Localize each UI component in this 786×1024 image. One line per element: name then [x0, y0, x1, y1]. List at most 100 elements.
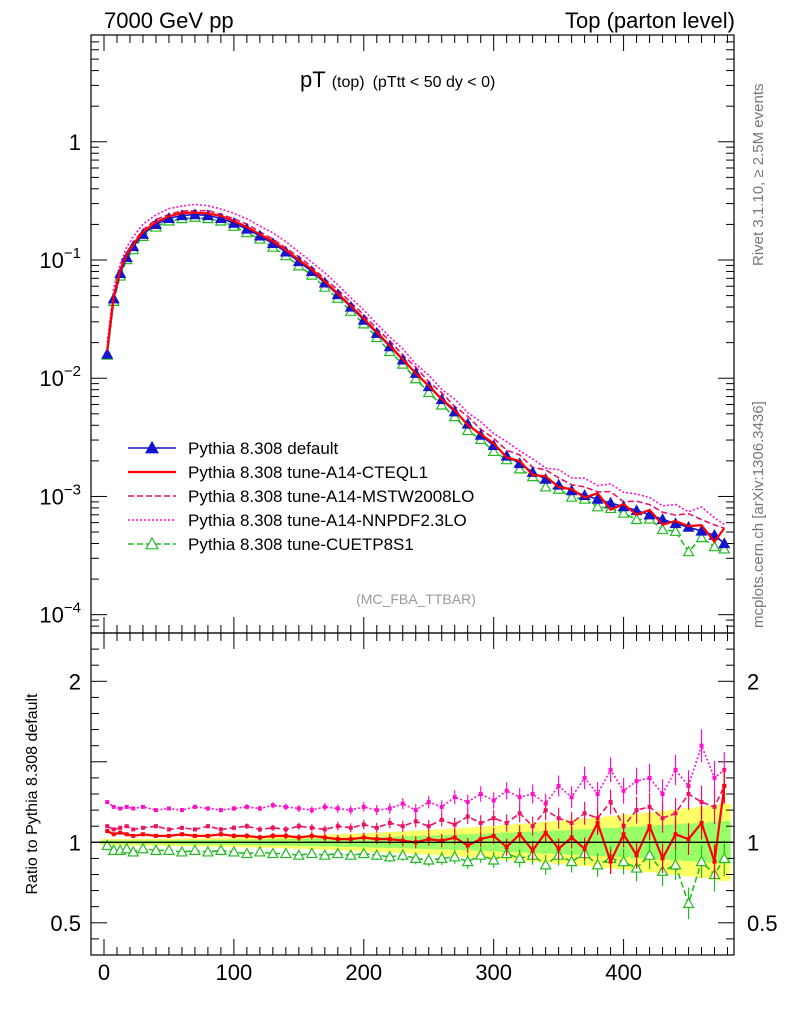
ratio-point — [699, 743, 704, 748]
ratio-point — [634, 808, 639, 813]
data-point — [695, 531, 708, 543]
ratio-point — [244, 833, 249, 838]
ratio-point — [530, 792, 535, 796]
ratio-point — [699, 800, 704, 805]
ratio-point — [205, 824, 210, 829]
ratio-point — [517, 832, 522, 837]
ratio-point — [461, 855, 474, 867]
ratio-point — [647, 804, 652, 809]
ratio-point — [422, 853, 435, 865]
ratio-point — [647, 824, 652, 829]
ratio-point — [283, 827, 288, 832]
ratio-point — [218, 827, 223, 832]
data-point — [718, 542, 731, 554]
ratio-point — [140, 832, 145, 837]
ratio-point — [136, 842, 149, 854]
x-tick-label: 0 — [98, 960, 110, 985]
ratio-point — [439, 804, 444, 809]
ratio-point — [695, 855, 708, 867]
ratio-point — [660, 792, 665, 796]
ratio-point — [465, 800, 470, 805]
ratio-point — [513, 852, 526, 864]
ratio-point — [452, 822, 457, 827]
ratio-point — [634, 779, 639, 784]
ratio-point — [105, 824, 110, 829]
ratio-point — [686, 792, 691, 796]
ratio-point — [556, 846, 561, 851]
ratio-point — [647, 775, 652, 780]
ratio-point — [131, 806, 136, 811]
ratio-point — [335, 837, 340, 842]
ratio-point — [474, 848, 487, 860]
ratio-point — [582, 846, 587, 851]
ratio-point — [608, 859, 613, 864]
ratio-point — [335, 806, 340, 811]
ratio-point — [465, 843, 470, 848]
data-point — [422, 386, 435, 398]
ratio-point — [361, 804, 366, 809]
ratio-point — [504, 820, 509, 825]
data-point — [539, 480, 552, 492]
ratio-point — [231, 833, 236, 838]
ratio-point — [348, 808, 353, 813]
ratio-point — [370, 848, 383, 860]
data-point — [188, 208, 201, 220]
ratio-point — [409, 852, 422, 864]
ratio-point — [539, 858, 552, 870]
ratio-point — [305, 847, 318, 859]
x-tick-label: 200 — [345, 960, 382, 985]
ratio-point — [153, 808, 158, 813]
ratio-point — [205, 833, 210, 838]
ratio-point — [569, 835, 574, 840]
ratio-point — [127, 845, 140, 857]
ratio-point — [478, 837, 483, 842]
process-label: Top (parton level) — [565, 8, 735, 33]
ratio-point — [179, 832, 184, 837]
ratio-point — [634, 853, 639, 858]
ratio-point — [543, 808, 548, 813]
ratio-point — [192, 804, 197, 809]
ratio-point — [591, 858, 604, 870]
ratio-point — [452, 835, 457, 840]
ratio-point — [357, 847, 370, 859]
ratio-point — [322, 804, 327, 809]
ratio-y-tick-label-right: 0.5 — [747, 911, 778, 936]
ratio-point — [335, 824, 340, 829]
ratio-point — [283, 804, 288, 809]
ratio-point — [361, 835, 366, 840]
ratio-point — [111, 804, 116, 809]
ratio-point — [124, 832, 129, 837]
ratio-point — [491, 816, 496, 821]
y-tick-label: 1 — [69, 130, 81, 155]
ratio-point — [292, 848, 305, 860]
legend-marker — [144, 440, 160, 454]
ratio-point — [374, 825, 379, 830]
ratio-point — [569, 820, 574, 825]
ratio-point — [244, 824, 249, 829]
ratio-point — [673, 767, 678, 772]
ratio-point — [257, 835, 262, 840]
data-point — [617, 506, 630, 518]
ratio-point — [348, 837, 353, 842]
ratio-point — [296, 806, 301, 811]
ratio-point — [400, 838, 405, 843]
data-point — [669, 525, 682, 536]
ratio-point — [218, 832, 223, 837]
data-point — [435, 398, 448, 410]
legend-label: Pythia 8.308 tune-A14-NNPDF2.3LO — [188, 511, 467, 530]
data-point — [409, 372, 422, 384]
ratio-point — [387, 820, 392, 825]
ratio-point — [231, 806, 236, 811]
ratio-point — [530, 848, 535, 853]
legend-label: Pythia 8.308 default — [188, 439, 339, 458]
ratio-point — [111, 832, 116, 837]
ratio-y-tick-label-right: 2 — [747, 669, 759, 694]
ratio-point — [673, 832, 678, 837]
ratio-point — [396, 848, 409, 860]
y-tick-label: 10−1 — [39, 245, 81, 273]
y-tick-label: 10−3 — [39, 481, 81, 509]
data-point — [565, 490, 578, 502]
ratio-point — [309, 825, 314, 830]
ratio-point — [682, 897, 695, 909]
ratio-point — [617, 855, 630, 867]
